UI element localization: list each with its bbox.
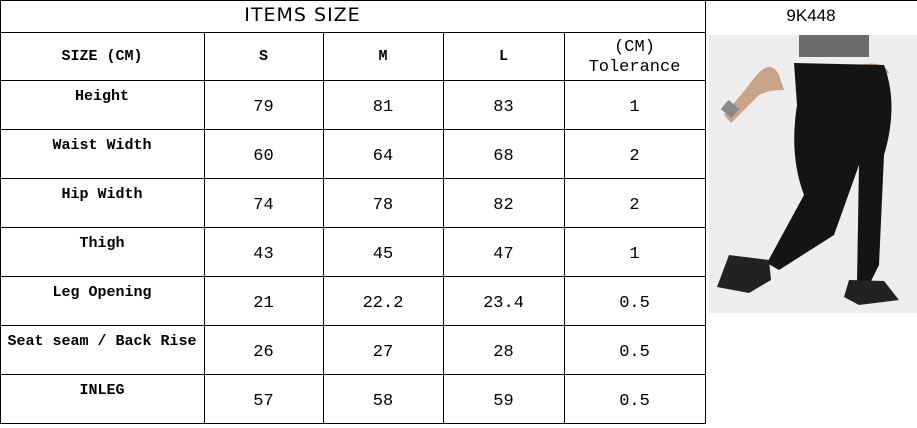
cell-value: 45: [372, 245, 394, 264]
cell-value: 27: [372, 343, 394, 362]
border: [204, 32, 205, 423]
cell-value: 57: [253, 392, 274, 411]
column-header: L: [498, 47, 508, 65]
table-title: ITEMS SIZE: [244, 4, 361, 26]
cell-value: 2: [629, 196, 640, 215]
border: [564, 32, 565, 423]
border: [0, 32, 705, 33]
cell-value: 43: [253, 245, 274, 264]
cell-value: 64: [372, 147, 394, 166]
border: [0, 423, 705, 424]
border: [705, 0, 706, 424]
cell-value: 78: [372, 196, 394, 215]
cell-value: 79: [253, 98, 274, 117]
cell-value: 21: [253, 294, 274, 313]
border: [0, 374, 705, 375]
cell-value: 0.5: [619, 294, 650, 313]
column-header: S: [258, 47, 268, 65]
cell-value: 81: [372, 98, 394, 117]
cell-value: 28: [493, 343, 514, 362]
cell-value: 59: [493, 392, 514, 411]
row-label: Waist Width: [52, 137, 152, 154]
column-header: SIZE (CM): [61, 47, 143, 65]
cell-value: 47: [493, 245, 514, 264]
cell-value: 1: [629, 245, 640, 264]
border: [0, 325, 705, 326]
tolerance-header: (CM) Tolerance: [564, 36, 705, 80]
row-label: Thigh: [79, 235, 125, 252]
cell-value: 23.4: [483, 294, 524, 313]
cell-value: 68: [493, 147, 514, 166]
border: [0, 0, 1, 423]
row-label: Hip Width: [61, 186, 143, 203]
tolerance-header-line: Tolerance: [588, 58, 681, 77]
border: [0, 129, 705, 130]
cell-value: 0.5: [619, 392, 650, 411]
border: [0, 80, 705, 81]
tolerance-header-line: (CM): [614, 38, 655, 57]
cell-value: 60: [253, 147, 274, 166]
row-label: Leg Opening: [52, 284, 152, 301]
border: [323, 32, 324, 423]
column-header: M: [378, 47, 388, 65]
cell-value: 2: [629, 147, 640, 166]
row-label: INLEG: [79, 382, 125, 399]
cell-value: 22.2: [362, 294, 404, 313]
row-label: Seat seam / Back Rise: [7, 333, 197, 350]
border: [0, 227, 705, 228]
cell-value: 1: [629, 98, 640, 117]
cell-value: 83: [493, 98, 514, 117]
border: [0, 178, 705, 179]
product-photo: [709, 35, 917, 313]
product-code: 9K448: [786, 6, 836, 25]
cell-value: 74: [253, 196, 274, 215]
border: [0, 276, 705, 277]
cell-value: 82: [493, 196, 514, 215]
cell-value: 0.5: [619, 343, 650, 362]
cell-value: 58: [372, 392, 394, 411]
cell-value: 26: [253, 343, 274, 362]
row-label: Height: [74, 88, 129, 105]
border: [0, 0, 917, 1]
border: [443, 32, 444, 423]
